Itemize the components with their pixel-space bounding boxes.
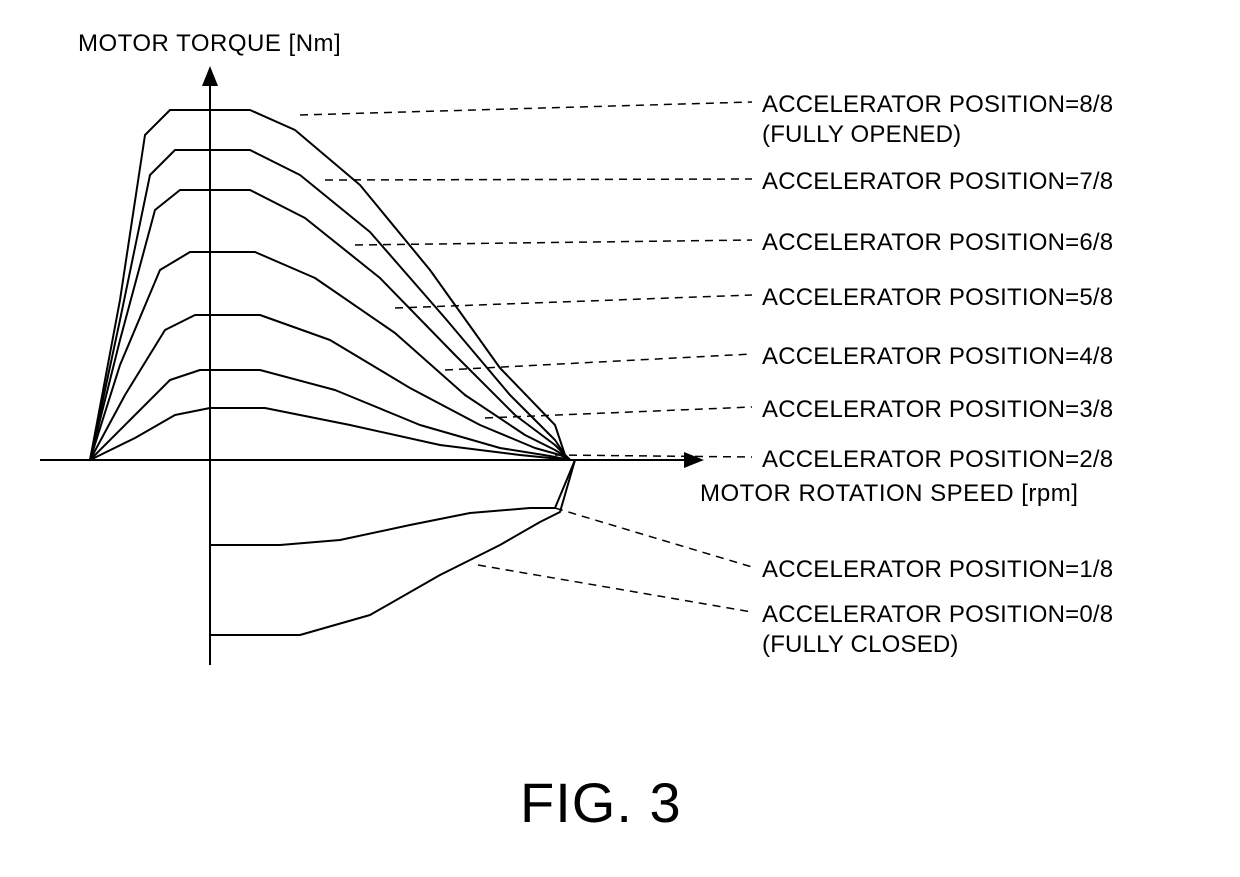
- curve-7_8: [90, 150, 570, 460]
- leader-0_8: [478, 565, 752, 612]
- curve-5_8: [90, 252, 570, 460]
- x-axis-label: MOTOR ROTATION SPEED [rpm]: [700, 480, 1078, 508]
- leaders-group: [300, 102, 752, 612]
- curve-label-1_8: ACCELERATOR POSITION=1/8: [762, 555, 1113, 585]
- curve-label-2_8: ACCELERATOR POSITION=2/8: [762, 445, 1113, 475]
- curve-3_8: [90, 370, 570, 460]
- leader-2_8: [555, 455, 752, 457]
- figure-title: FIG. 3: [520, 770, 682, 835]
- curve-label-3_8: ACCELERATOR POSITION=3/8: [762, 395, 1113, 425]
- curves-group: [90, 110, 575, 635]
- curve-label-5_8: ACCELERATOR POSITION=5/8: [762, 283, 1113, 313]
- leader-6_8: [355, 240, 752, 245]
- curve-6_8: [90, 190, 570, 460]
- leader-8_8: [300, 102, 752, 115]
- curve-label-8_8: ACCELERATOR POSITION=8/8 (FULLY OPENED): [762, 90, 1113, 150]
- curve-1_8: [90, 460, 575, 545]
- figure-stage: MOTOR TORQUE [Nm] MOTOR ROTATION SPEED […: [0, 0, 1240, 877]
- curve-label-4_8: ACCELERATOR POSITION=4/8: [762, 342, 1113, 372]
- curve-label-0_8: ACCELERATOR POSITION=0/8 (FULLY CLOSED): [762, 600, 1113, 660]
- leader-1_8: [555, 508, 752, 567]
- curve-label-6_8: ACCELERATOR POSITION=6/8: [762, 228, 1113, 258]
- curve-0_8: [90, 460, 575, 635]
- leader-7_8: [325, 179, 752, 180]
- curve-label-7_8: ACCELERATOR POSITION=7/8: [762, 167, 1113, 197]
